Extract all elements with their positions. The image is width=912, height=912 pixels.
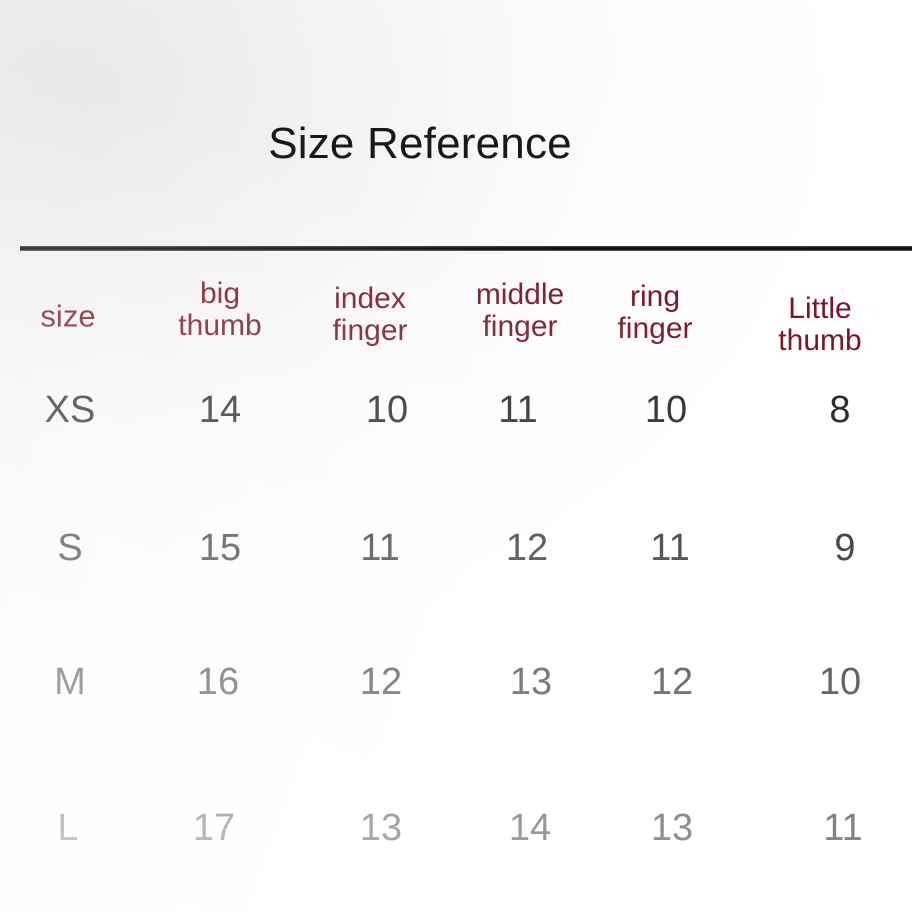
cell-size: XS (44, 388, 96, 431)
cell-size: S (57, 526, 83, 569)
cell-ring-finger: 12 (650, 660, 694, 703)
cell-little-thumb: 10 (818, 660, 862, 703)
column-header-index-finger: index finger (332, 282, 408, 347)
cell-ring-finger: 10 (644, 388, 688, 431)
cell-index-finger: 12 (359, 660, 403, 703)
cell-little-thumb: 8 (829, 388, 851, 431)
cell-big-thumb: 17 (192, 806, 236, 849)
column-header-middle-finger: middle finger (475, 278, 565, 343)
cell-big-thumb: 14 (198, 388, 242, 431)
cell-big-thumb: 15 (198, 526, 242, 569)
cell-ring-finger: 11 (650, 526, 690, 569)
cell-little-thumb: 9 (834, 526, 856, 569)
cell-ring-finger: 13 (650, 806, 694, 849)
cell-middle-finger: 13 (509, 660, 553, 703)
cell-little-thumb: 11 (823, 806, 863, 849)
cell-middle-finger: 14 (508, 806, 552, 849)
cell-middle-finger: 12 (505, 526, 549, 569)
header-divider-rule (20, 246, 912, 251)
cell-index-finger: 11 (360, 526, 400, 569)
column-header-size: size (40, 298, 96, 334)
column-header-big-thumb: big thumb (178, 277, 262, 342)
cell-middle-finger: 11 (498, 388, 538, 431)
cell-big-thumb: 16 (196, 660, 240, 703)
cell-size: L (57, 806, 79, 849)
column-header-little-thumb: Little thumb (778, 292, 862, 357)
page-title: Size Reference (268, 119, 572, 168)
cell-index-finger: 13 (359, 806, 403, 849)
cell-size: M (54, 660, 86, 703)
cell-index-finger: 10 (365, 388, 409, 431)
column-header-ring-finger: ring finger (617, 280, 693, 345)
